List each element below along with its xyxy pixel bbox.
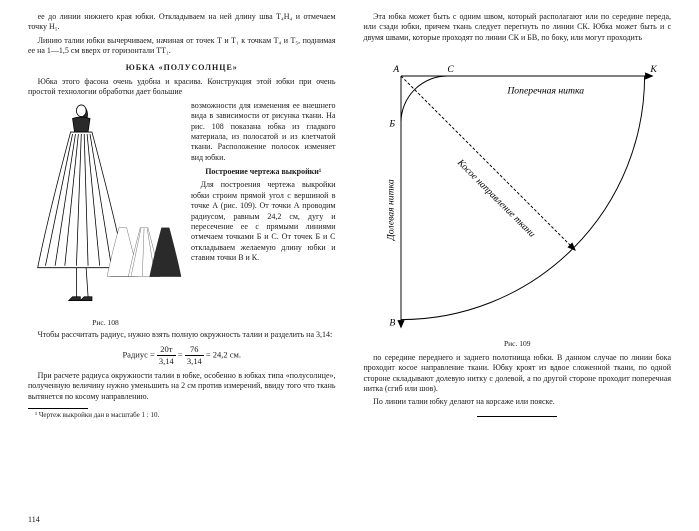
body-p1-cont: возможности для изменения ее внешнего ви… <box>191 101 336 163</box>
formula-label: Радиус = <box>122 350 154 360</box>
subheading: Построение чертежа выкройки¹ <box>191 167 336 177</box>
formula-num2: 76 <box>185 344 204 356</box>
wrapped-text-column: возможности для изменения ее внешнего ви… <box>191 101 336 267</box>
figure-109-caption: Рис. 109 <box>364 339 672 349</box>
label-top: Поперечная нитка <box>507 86 585 97</box>
page-number: 114 <box>28 515 40 525</box>
body-p1-start: Юбка этого фасона очень удобна и красива… <box>28 77 336 96</box>
right-p2: по середине переднего и заднего полотнищ… <box>364 353 672 395</box>
pt-C: С <box>448 64 455 75</box>
label-left: Долевая нитка <box>386 179 397 241</box>
footnote-rule <box>28 408 88 409</box>
figure-108-caption: Рис. 108 <box>28 318 183 328</box>
right-p3: По линии талии юбку делают на корсаже ил… <box>364 397 672 407</box>
illustration-108: Рис. 108 <box>28 103 183 328</box>
diagram-109: А С К Б В Поперечная нитка Косое направл… <box>364 47 672 349</box>
formula-den1: 3,14 <box>157 356 176 367</box>
pattern-diagram-svg: А С К Б В Поперечная нитка Косое направл… <box>372 47 662 337</box>
body-p4: При расчете радиуса окружности талии в ю… <box>28 371 336 402</box>
label-diag: Косое направление ткани <box>454 157 537 240</box>
pt-A: А <box>393 64 400 75</box>
section-heading: ЮБКА «ПОЛУСОЛНЦЕ» <box>28 63 336 73</box>
right-page: Эта юбка может быть с одним швом, которы… <box>350 0 699 531</box>
radius-formula: Радиус = 20т3,14 = 763,14 = 24,2 см. <box>28 344 336 367</box>
pt-K: К <box>650 64 658 75</box>
intro-paragraph-2: Линию талии юбки вычерчиваем, начиная от… <box>28 36 336 57</box>
intro-paragraph-1: ее до линии нижнего края юбки. Откладыва… <box>28 12 336 33</box>
body-p3: Чтобы рассчитать радиус, нужно взять пол… <box>28 330 336 340</box>
left-page: ее до линии нижнего края юбки. Откладыва… <box>0 0 350 531</box>
formula-num1: 20т <box>157 344 176 356</box>
skirt-illustration-svg <box>28 103 183 316</box>
body-p2: Для построения чертежа выкройки юбки стр… <box>191 180 336 263</box>
right-p1: Эта юбка может быть с одним швом, которы… <box>364 12 672 43</box>
formula-result: = 24,2 см. <box>206 350 241 360</box>
formula-eq1: = <box>178 350 185 360</box>
pt-B: Б <box>389 118 396 129</box>
footnote: ¹ Чертеж выкройки дан в масштабе 1 : 10. <box>28 411 336 420</box>
formula-den2: 3,14 <box>185 356 204 367</box>
pt-V: В <box>390 318 396 329</box>
section-end-rule <box>477 416 557 417</box>
